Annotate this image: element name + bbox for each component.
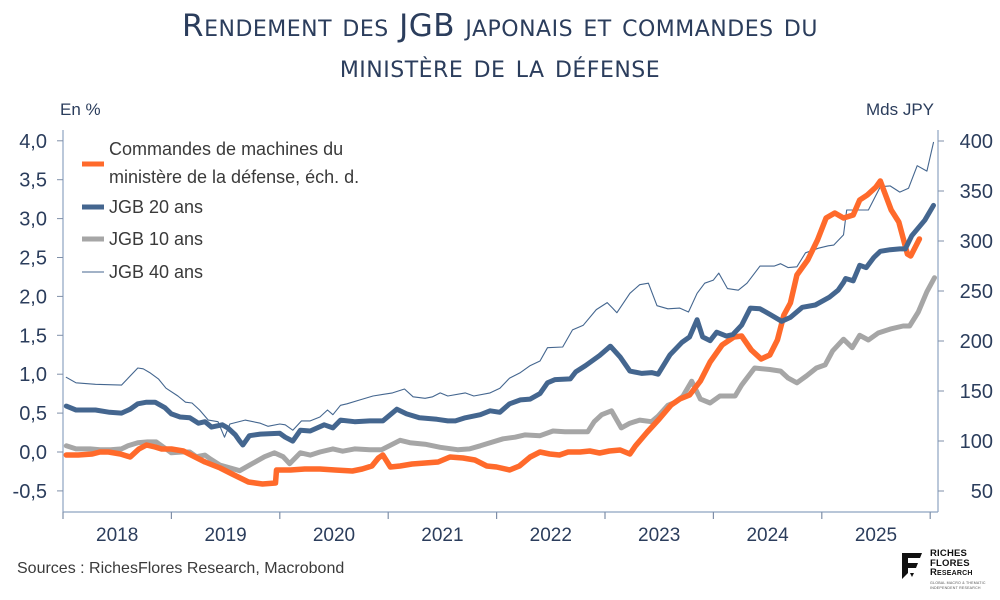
y-right-tick-label: 200 [960, 331, 993, 353]
y-left-tick-label: 4,0 [19, 131, 47, 153]
logo-tagline-2: INDEPENDENT RESEARCH [930, 585, 981, 590]
y-right-tick-label: 100 [960, 431, 993, 453]
x-tick-label: 2021 [421, 525, 463, 546]
logo-tagline-1: GLOBAL MACRO & THEMATIC [930, 581, 986, 585]
x-tick-label: 2025 [855, 525, 897, 546]
logo-line-3: Research [930, 567, 973, 578]
y-left-tick-label: 1,5 [19, 325, 47, 347]
legend-label: JGB 20 ans [109, 197, 203, 217]
legend-label: JGB 40 ans [109, 262, 203, 282]
y-axis-left-label: En % [60, 100, 101, 119]
series-line-jgb-20-ans [63, 202, 936, 448]
y-left-tick-label: 0,0 [19, 442, 47, 464]
logo-mark-icon [902, 553, 922, 579]
legend-label: JGB 10 ans [109, 229, 203, 249]
axes: -0,5 0,0 0,5 1,0 1,5 2,0 2,5 3,0 3,5 4,0 50 100 150 2… [13, 130, 993, 546]
sources-note: Sources : RichesFlores Research, Macrobo… [17, 560, 345, 577]
y-left-tick-label: 0,5 [19, 403, 47, 425]
y-left-tick-label: -0,5 [13, 481, 47, 503]
x-tick-label: 2019 [204, 525, 246, 546]
series-line-commandes-de-machines-du-minist-re-de-la-d-fense-ch-d [63, 178, 923, 487]
y-right-tick-label: 50 [971, 481, 993, 503]
y-left-tick-label: 3,0 [19, 209, 47, 231]
logo-text: RICHES FLORES Research [930, 549, 973, 578]
y-left-tick-label: 1,0 [19, 364, 47, 386]
legend-label: Commandes de machines du [109, 139, 343, 159]
legend-label: ministère de la défense, éch. d. [109, 167, 359, 187]
chart-title: Rendement des JGB japonais et commandes … [0, 6, 1000, 88]
series-line-jgb-40-ans [65, 141, 935, 438]
chart-title-line-1: Rendement des JGB japonais et commandes … [182, 8, 818, 44]
logo-tagline: GLOBAL MACRO & THEMATIC INDEPENDENT RESE… [930, 581, 986, 590]
x-tick-label: 2023 [638, 525, 680, 546]
x-tick-label: 2018 [96, 525, 138, 546]
series-layer [63, 141, 937, 487]
logo-line-2: FLORES [930, 557, 970, 569]
y-right-tick-label: 150 [960, 381, 993, 403]
y-right-tick-label: 300 [960, 231, 993, 253]
x-tick-label: 2020 [313, 525, 355, 546]
x-tick-label: 2022 [530, 525, 572, 546]
legend: Commandes de machines du ministère de la … [82, 139, 359, 282]
y-axis-right-label: Mds JPY [866, 100, 934, 119]
y-left-tick-label: 2,0 [19, 286, 47, 308]
y-right-tick-label: 400 [960, 131, 993, 153]
chart-title-line-2: ministère de la défense [339, 49, 661, 85]
y-right-tick-label: 350 [960, 181, 993, 203]
logo-line-1: RICHES [930, 548, 968, 559]
y-left-tick-label: 2,5 [19, 248, 47, 270]
y-left-tick-label: 3,5 [19, 170, 47, 192]
x-tick-label: 2024 [746, 525, 789, 546]
y-right-tick-label: 250 [960, 281, 993, 303]
riches-flores-logo: RICHES FLORES Research GLOBAL MACRO & TH… [900, 549, 992, 591]
